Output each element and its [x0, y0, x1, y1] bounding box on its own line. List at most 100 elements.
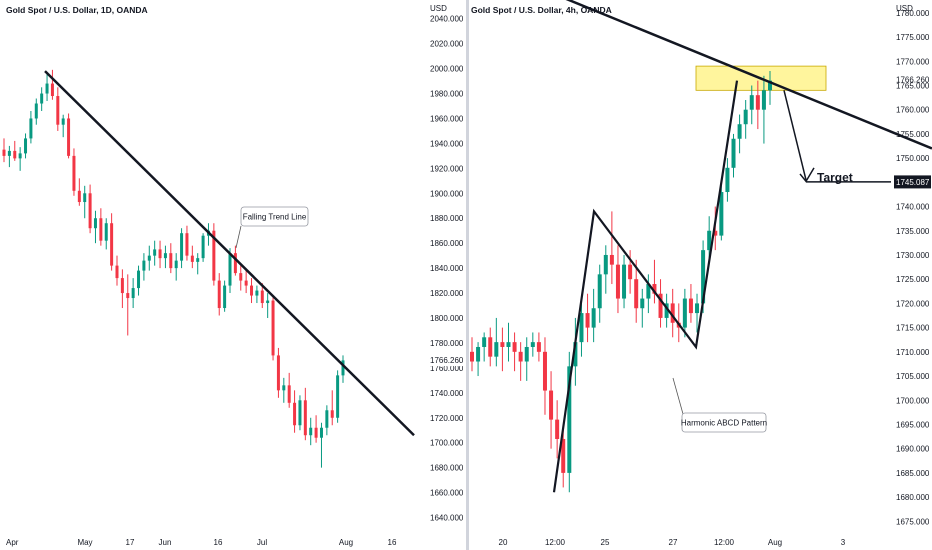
candle-body	[45, 83, 49, 94]
resistance-trend-line	[565, 0, 932, 150]
y-tick-label: 1775.000	[896, 33, 930, 42]
candle-body	[250, 285, 254, 296]
candle-body	[217, 280, 221, 309]
candle-body	[72, 155, 76, 191]
candle-body	[646, 284, 651, 299]
target-price-label: 1745.087	[896, 178, 930, 187]
annotation-pointer	[672, 377, 684, 415]
candle-body	[518, 351, 523, 362]
candle-body	[163, 253, 167, 259]
candle-body	[212, 230, 216, 281]
candle-body	[303, 400, 307, 436]
y-tick-label: 1640.000	[430, 514, 464, 523]
candle-body	[482, 337, 487, 347]
y-tick-label: 1780.000	[896, 9, 930, 18]
candle-body	[585, 313, 590, 328]
candle-body	[330, 410, 334, 418]
y-tick-label: 1725.000	[896, 275, 930, 284]
candle-body	[131, 288, 135, 299]
y-tick-label: 2000.000	[430, 65, 464, 74]
y-tick-label: 1730.000	[896, 251, 930, 260]
candle-body	[670, 303, 675, 323]
candle-body	[239, 273, 243, 281]
candle-body	[24, 138, 28, 154]
candle-body	[737, 124, 742, 139]
candle-body	[470, 351, 474, 362]
last-price-label: 1766.260	[896, 75, 930, 84]
candle-body	[561, 438, 566, 473]
candle-body	[260, 290, 264, 304]
candle-body	[579, 313, 584, 343]
candle-body	[287, 385, 291, 403]
candle-body	[99, 218, 103, 241]
candle-body	[83, 193, 87, 203]
candle-body	[549, 390, 554, 420]
left-chart-title: Gold Spot / U.S. Dollar, 1D, OANDA	[6, 5, 148, 15]
candle-body	[567, 366, 572, 473]
candle-body	[174, 260, 178, 269]
candle-body	[542, 351, 547, 391]
candle-body	[319, 427, 323, 438]
candle-body	[658, 293, 663, 318]
candle-body	[512, 342, 517, 352]
y-tick-label: 1715.000	[896, 324, 930, 333]
candle-body	[603, 254, 608, 275]
y-tick-label: 1695.000	[896, 420, 930, 429]
candle-body	[104, 223, 108, 241]
annotation-box	[240, 206, 309, 227]
y-tick-label: 1720.000	[430, 414, 464, 423]
y-tick-label: 1920.000	[430, 164, 464, 173]
last-price-label: 1766.260	[430, 356, 464, 365]
y-tick-label: 1770.000	[896, 57, 930, 66]
panel-divider[interactable]	[466, 0, 469, 550]
abcd-pattern-line	[552, 80, 739, 493]
candle-body	[120, 278, 124, 294]
candle-body	[137, 270, 141, 289]
candle-body	[506, 342, 511, 347]
candle-body	[530, 342, 535, 347]
candle-body	[725, 167, 730, 193]
x-tick-label: 16	[388, 538, 397, 547]
candle-body	[573, 342, 578, 367]
y-tick-label: 1700.000	[896, 396, 930, 405]
y-tick-label: 1685.000	[896, 469, 930, 478]
candle-body	[88, 193, 92, 229]
candle-body	[652, 284, 657, 294]
candle-body	[664, 303, 669, 318]
falling-trend-line-label: Falling Trend Line	[243, 213, 307, 222]
falling-trend-line	[44, 70, 415, 437]
right-chart-panel[interactable]: 1780.000 1775.000 1770.000 1765.000 1760.000…	[469, 0, 932, 550]
candle-body	[615, 264, 620, 299]
target-projection-line	[783, 90, 807, 181]
candle-body	[524, 346, 529, 362]
y-tick-label: 1980.000	[430, 90, 464, 99]
y-tick-label: 2040.000	[430, 15, 464, 24]
candle-body	[609, 254, 614, 265]
y-tick-label: 1940.000	[430, 139, 464, 148]
candle-body	[536, 342, 541, 352]
candle-body	[731, 138, 736, 168]
candle-body	[7, 150, 11, 156]
candle-body	[40, 93, 44, 104]
candle-body	[271, 300, 275, 356]
left-chart-panel[interactable]: 2040.000 2020.000 2000.000 1980.000 1960.000…	[0, 0, 466, 550]
candle-body	[29, 118, 33, 139]
last-price-bg	[427, 354, 466, 367]
candle-body	[185, 233, 189, 256]
candle-body	[341, 360, 345, 376]
x-tick-label: Aug	[768, 538, 782, 547]
candle-body	[628, 264, 633, 280]
candle-body	[18, 153, 22, 159]
y-tick-label: 1765.000	[896, 81, 930, 90]
x-tick-label: 20	[499, 538, 508, 547]
y-tick-label: 1760.000	[430, 364, 464, 373]
candle-body	[701, 250, 706, 304]
candle-body	[755, 95, 760, 110]
candle-body	[719, 192, 724, 236]
candle-body	[223, 285, 227, 309]
y-tick-label: 1840.000	[430, 264, 464, 273]
candle-body	[34, 103, 38, 119]
candle-body	[110, 223, 114, 266]
candle-body	[244, 280, 248, 286]
candle-body	[682, 298, 687, 328]
